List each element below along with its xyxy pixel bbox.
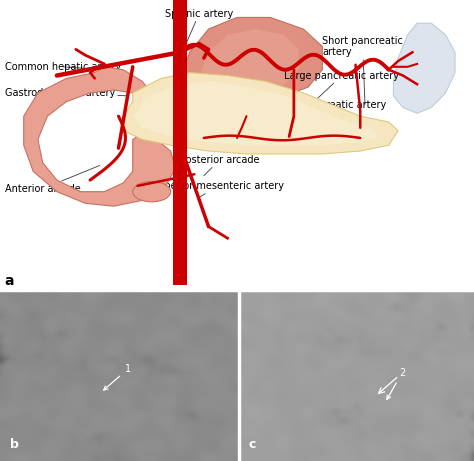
Text: c: c [249,438,256,451]
Text: 2: 2 [387,368,405,399]
Ellipse shape [133,182,171,202]
Text: Common hepatic artery: Common hepatic artery [5,62,121,72]
Text: Splenic artery: Splenic artery [165,9,233,47]
Text: Short pancreatic
artery: Short pancreatic artery [322,35,403,105]
Text: b: b [9,438,18,451]
Text: Posterior pancreatic artery: Posterior pancreatic artery [213,129,344,139]
Text: 1: 1 [104,364,131,390]
Text: Large pancreatic artery: Large pancreatic artery [284,71,400,116]
Text: Anterior arcade: Anterior arcade [5,165,100,194]
Bar [173,0,187,284]
Text: Superior mesenteric artery: Superior mesenteric artery [152,181,283,197]
Polygon shape [133,81,379,145]
Polygon shape [180,18,322,102]
Polygon shape [123,73,398,154]
Polygon shape [24,67,175,206]
Text: Transverse pancreatic artery: Transverse pancreatic artery [246,100,387,138]
Text: Gastroduodenal artery: Gastroduodenal artery [5,88,128,98]
Text: a: a [5,273,14,288]
Text: Posterior arcade: Posterior arcade [180,155,260,176]
Polygon shape [393,23,455,113]
Polygon shape [199,29,299,90]
